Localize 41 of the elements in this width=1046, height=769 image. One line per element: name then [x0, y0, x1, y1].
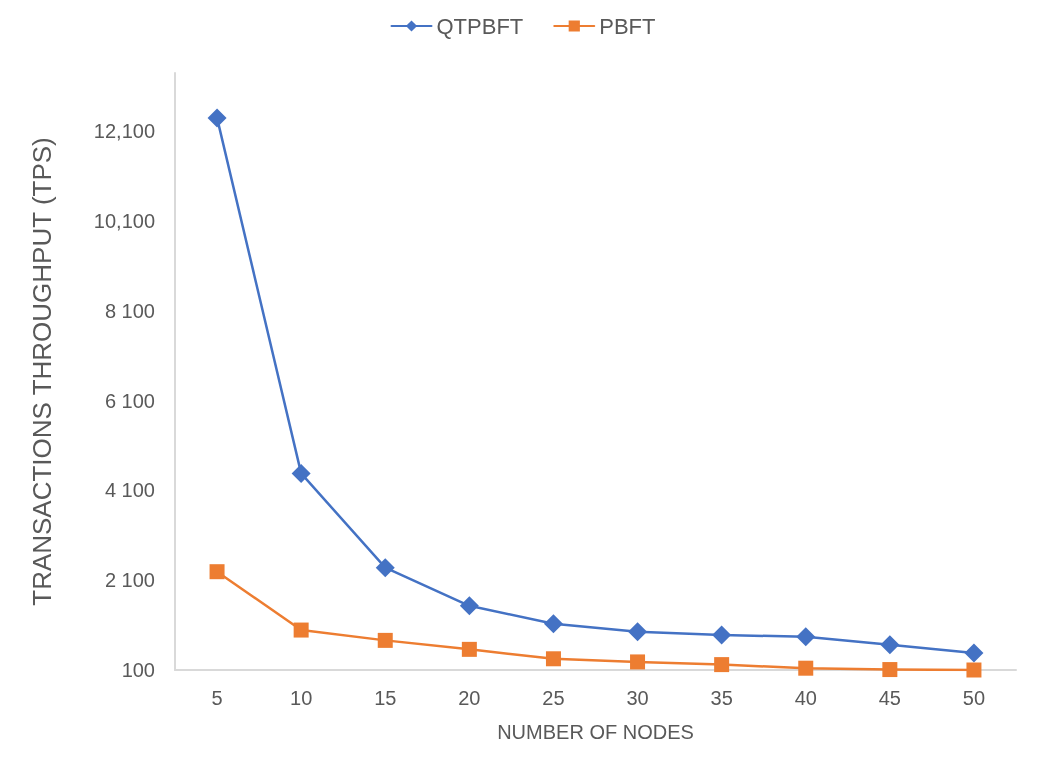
- y-tick-label: 10,100: [93, 210, 155, 233]
- y-tick-label: 100: [121, 659, 155, 681]
- point: [461, 641, 477, 657]
- point: [880, 635, 900, 655]
- point: [966, 662, 982, 678]
- point: [545, 651, 561, 667]
- point: [207, 108, 227, 128]
- legend-label: QTPBFT: [436, 13, 524, 39]
- point: [796, 627, 816, 647]
- x-tick-label: 45: [878, 687, 901, 709]
- point: [964, 643, 984, 663]
- point: [630, 654, 646, 670]
- x-tick-label: 40: [794, 687, 817, 709]
- x-tick-label: 25: [542, 687, 565, 709]
- point: [459, 596, 479, 616]
- y-tick-label: 12,100: [93, 120, 155, 143]
- y-axis-title: TRANSACTIONS THROUGHPUT (TPS): [27, 137, 57, 606]
- point: [377, 632, 393, 648]
- y-tick-label: 8 100: [104, 299, 155, 322]
- point: [882, 662, 898, 678]
- x-tick-label: 5: [211, 687, 223, 709]
- point: [291, 463, 311, 483]
- x-tick-label: 50: [962, 687, 986, 709]
- x-tick-label: 15: [374, 687, 397, 709]
- x-tick-label: 10: [290, 687, 313, 709]
- point: [293, 622, 309, 638]
- point: [543, 614, 563, 634]
- y-tick-label: 4 100: [104, 479, 155, 502]
- point: [375, 558, 395, 578]
- y-tick-label: 6 100: [104, 389, 155, 412]
- y-tick-label: 2 100: [104, 569, 155, 592]
- point: [712, 625, 732, 645]
- point: [209, 564, 225, 580]
- point: [714, 657, 730, 673]
- x-tick-label: 30: [626, 687, 649, 709]
- x-tick-label: 20: [458, 687, 481, 709]
- x-tick-label: 35: [710, 687, 733, 709]
- point: [628, 622, 648, 642]
- legend-label: PBFT: [599, 13, 656, 39]
- point: [798, 660, 814, 676]
- x-axis-title: NUMBER OF NODES: [497, 721, 694, 743]
